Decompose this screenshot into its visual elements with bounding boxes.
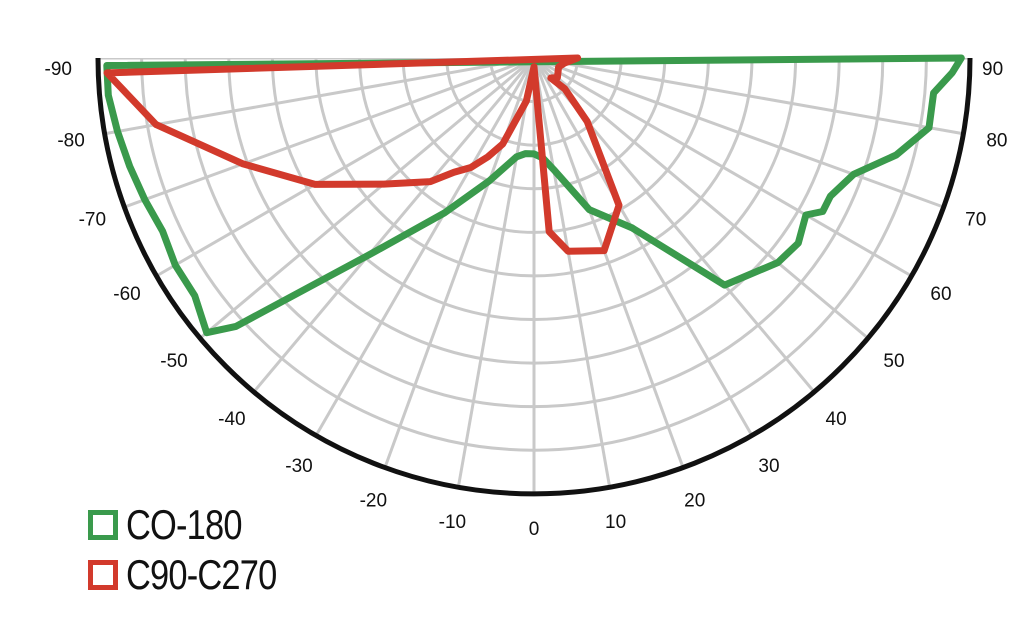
- angle-tick-label: 70: [965, 210, 986, 231]
- legend: CO-180 C90-C270: [88, 500, 309, 600]
- angle-tick-label: 90: [982, 59, 1003, 80]
- grid-radial-line: [533, 58, 913, 278]
- angle-tick-label: 30: [758, 456, 779, 477]
- grid-radial-line: [104, 58, 535, 136]
- grid-radial-line: [532, 58, 685, 469]
- legend-label-co-180: CO-180: [126, 501, 242, 548]
- grid-radial-line: [252, 58, 536, 393]
- angle-tick-label: 40: [826, 409, 847, 430]
- angle-tick-label: -40: [218, 409, 245, 430]
- angle-tick-label: -80: [57, 131, 84, 152]
- angle-tick-label: -20: [360, 491, 387, 512]
- legend-label-c90-c270: C90-C270: [126, 551, 277, 598]
- angle-tick-labels: -90 -80 -70 -60 -50 -40 -30 -20 -10 0 10 20 30 40 50 60…: [45, 59, 1008, 540]
- grid-radial-line: [532, 58, 612, 488]
- outer-border-arc: [95, 57, 973, 497]
- angle-tick-label: 60: [930, 284, 951, 305]
- angle-tick-label: 50: [883, 351, 904, 372]
- angle-tick-label: 80: [986, 131, 1007, 152]
- legend-item-co-180: CO-180: [88, 500, 309, 550]
- grid-radial-line: [533, 58, 869, 340]
- grid-radial-line: [123, 58, 535, 209]
- angle-tick-label: -50: [160, 351, 187, 372]
- angle-tick-label: -30: [285, 456, 312, 477]
- series-line-c90-c270: [103, 54, 623, 255]
- grid-radial-line: [532, 58, 754, 437]
- angle-tick-label: -60: [113, 284, 140, 305]
- legend-swatch-co-180: [88, 510, 118, 540]
- angle-tick-label: 0: [529, 519, 540, 540]
- grid-radial-line: [199, 58, 535, 340]
- angle-tick-label: -90: [45, 59, 72, 80]
- angle-tick-label: -70: [79, 210, 106, 231]
- grid-radial-line: [155, 58, 535, 278]
- legend-swatch-c90-c270: [88, 560, 118, 590]
- grid-radial-line: [533, 58, 945, 209]
- series-layer: [103, 54, 965, 337]
- angle-tick-label: -10: [439, 512, 466, 533]
- angle-tick-label: 10: [605, 512, 626, 533]
- angle-tick-label: 20: [684, 491, 705, 512]
- grid-radial-line: [314, 58, 536, 437]
- grid-radial-line: [456, 58, 536, 488]
- legend-item-c90-c270: C90-C270: [88, 550, 309, 600]
- grid-radial-line: [533, 58, 964, 136]
